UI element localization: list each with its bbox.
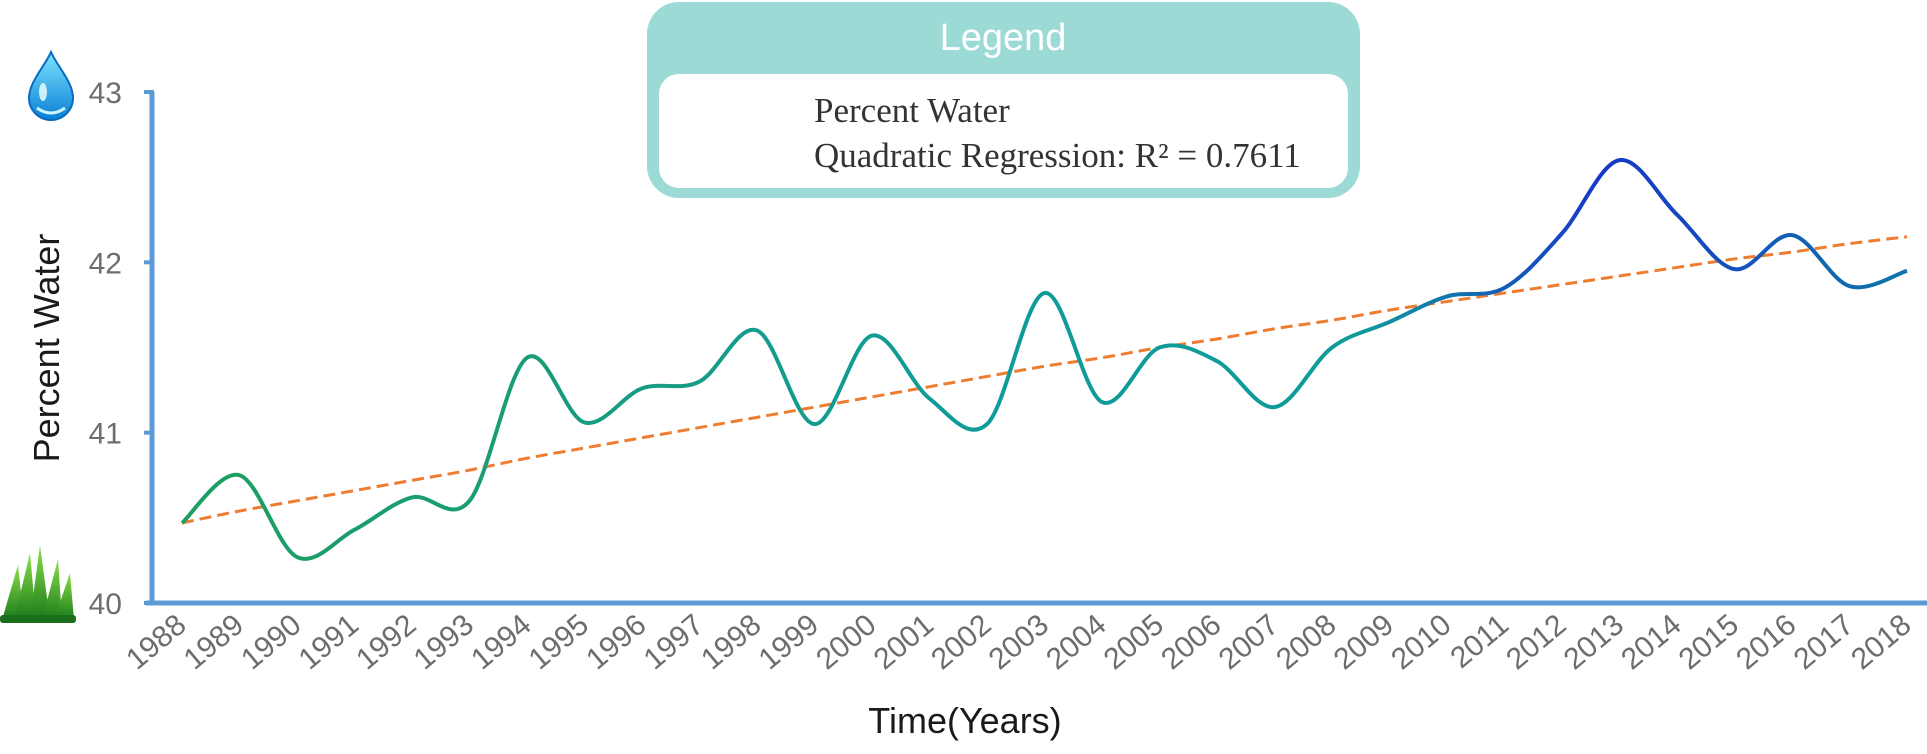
x-tick-label: 1992 <box>350 608 422 676</box>
y-tick-label: 43 <box>89 77 122 110</box>
x-tick-label: 2012 <box>1500 608 1572 676</box>
data-point <box>869 333 875 339</box>
water-drop-icon <box>27 49 75 121</box>
data-point <box>1617 157 1623 163</box>
x-tick-label: 1995 <box>523 608 595 676</box>
legend-title: Legend <box>940 17 1067 59</box>
regression-line <box>181 235 1908 525</box>
data-point <box>1502 285 1508 291</box>
percent-water-line <box>180 158 1908 561</box>
x-tick-label: 1991 <box>293 608 365 676</box>
x-tick-label: 1990 <box>235 608 307 676</box>
data-point <box>352 527 358 533</box>
data-point <box>1099 399 1105 405</box>
data-point <box>1329 345 1335 351</box>
x-ticks: 1988198919901991199219931994199519961997… <box>120 608 1917 676</box>
x-tick-label: 2017 <box>1788 608 1860 676</box>
data-point <box>927 396 933 402</box>
data-point <box>1674 212 1680 218</box>
x-tick-label: 2011 <box>1444 608 1515 675</box>
x-tick-label: 2009 <box>1328 608 1400 676</box>
x-axis-title: Time(Years) <box>868 700 1061 741</box>
axes <box>146 92 1927 606</box>
data-point <box>1904 268 1910 274</box>
x-tick-label: 2004 <box>1040 608 1112 676</box>
data-point <box>1157 345 1163 351</box>
x-tick-label: 2000 <box>810 608 882 676</box>
x-tick-label: 1997 <box>638 608 710 676</box>
x-tick-label: 2008 <box>1270 608 1342 676</box>
data-point <box>1042 290 1048 296</box>
x-tick-label: 1989 <box>178 608 250 676</box>
legend-entry-regression: Quadratic Regression: R² = 0.7611 <box>814 136 1301 175</box>
legend-body <box>659 74 1348 188</box>
data-point <box>1847 283 1853 289</box>
y-tick-label: 40 <box>89 588 122 621</box>
data-point <box>179 520 185 526</box>
x-tick-label: 1998 <box>695 608 767 676</box>
x-tick-label: 2003 <box>983 608 1055 676</box>
data-point <box>1272 404 1278 410</box>
x-tick-label: 1993 <box>408 608 480 676</box>
data-point <box>1559 230 1565 236</box>
data-point <box>467 498 473 504</box>
x-tick-label: 1994 <box>465 608 537 676</box>
data-point <box>524 355 530 361</box>
data-point <box>697 379 703 385</box>
x-tick-label: 2014 <box>1615 608 1687 676</box>
x-tick-label: 2001 <box>868 608 940 676</box>
data-point <box>1789 232 1795 238</box>
x-tick-label: 2002 <box>925 608 997 676</box>
y-axis-title: Percent Water <box>26 234 67 463</box>
grass-icon <box>0 545 76 623</box>
data-point <box>582 419 588 425</box>
legend: Legend Percent Water Quadratic Regressio… <box>647 2 1360 198</box>
data-point <box>1444 293 1450 299</box>
data-point <box>984 421 990 427</box>
x-tick-label: 2013 <box>1558 608 1630 676</box>
x-tick-label: 2016 <box>1730 608 1802 676</box>
legend-entry-percent-water: Percent Water <box>814 91 1010 130</box>
x-tick-label: 2006 <box>1155 608 1227 676</box>
data-point <box>1732 266 1738 272</box>
data-point <box>294 554 300 560</box>
x-tick-label: 1988 <box>120 608 192 676</box>
data-point <box>409 494 415 500</box>
x-tick-label: 2005 <box>1098 608 1170 676</box>
y-ticks: 40 41 42 43 <box>89 77 154 621</box>
data-point <box>639 385 645 391</box>
data-point <box>812 421 818 427</box>
y-tick-label: 41 <box>89 418 122 451</box>
x-tick-label: 2018 <box>1845 608 1917 676</box>
data-point <box>1214 358 1220 364</box>
data-points <box>179 157 1910 560</box>
data-point <box>754 327 760 333</box>
x-tick-label: 1996 <box>580 608 652 676</box>
x-tick-label: 2010 <box>1385 608 1457 676</box>
y-tick-label: 42 <box>89 247 122 280</box>
data-point <box>1387 319 1393 325</box>
x-tick-label: 1999 <box>753 608 825 676</box>
data-point <box>237 472 243 478</box>
x-tick-label: 2007 <box>1213 608 1285 676</box>
x-tick-label: 2015 <box>1673 608 1745 676</box>
